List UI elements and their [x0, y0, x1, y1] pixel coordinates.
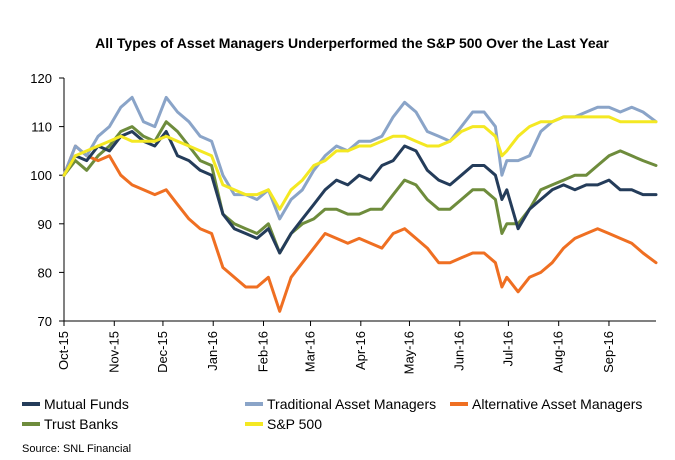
chart-title: All Types of Asset Managers Underperform… [95, 35, 609, 51]
legend-label: S&P 500 [267, 416, 322, 432]
x-tick-label: Jul-16 [500, 331, 515, 366]
x-tick-label: Jan-16 [205, 331, 220, 371]
legend-label: Trust Banks [44, 416, 118, 432]
x-tick-label: Jun-16 [452, 331, 467, 371]
legend-label: Alternative Asset Managers [472, 396, 642, 412]
x-tick-label: May-16 [401, 331, 416, 374]
y-tick-label: 80 [38, 265, 52, 280]
x-tick-label: Aug-16 [551, 331, 566, 373]
legend-label: Traditional Asset Managers [267, 396, 436, 412]
x-tick-label: Nov-15 [106, 331, 121, 373]
legend-label: Mutual Funds [44, 396, 129, 412]
series-line-4 [62, 115, 658, 211]
y-tick-label: 70 [38, 314, 52, 329]
y-tick-label: 90 [38, 217, 52, 232]
x-tick-label: Mar-16 [303, 331, 318, 372]
plot-lines [62, 95, 658, 313]
x-tick-label: Oct-15 [56, 331, 71, 370]
x-tick-label: Dec-15 [155, 331, 170, 373]
y-tick-label: 120 [30, 71, 52, 86]
series-line-3 [62, 120, 658, 255]
series-line-0 [62, 130, 658, 255]
source-note: Source: SNL Financial [22, 443, 131, 455]
x-tick-label: Sep-16 [601, 331, 616, 373]
y-tick-label: 110 [31, 120, 52, 135]
x-tick-label: Apr-16 [353, 331, 368, 370]
x-tick-label: Feb-16 [255, 331, 270, 372]
axes: 70 80 90 100 110 120 Oct-15 Nov-15 Dec-15 Jan-16 F… [30, 71, 656, 374]
y-tick-label: 100 [30, 168, 52, 183]
legend: Mutual Funds Traditional Asset Managers Al… [22, 396, 642, 432]
series-line-2 [62, 144, 658, 313]
